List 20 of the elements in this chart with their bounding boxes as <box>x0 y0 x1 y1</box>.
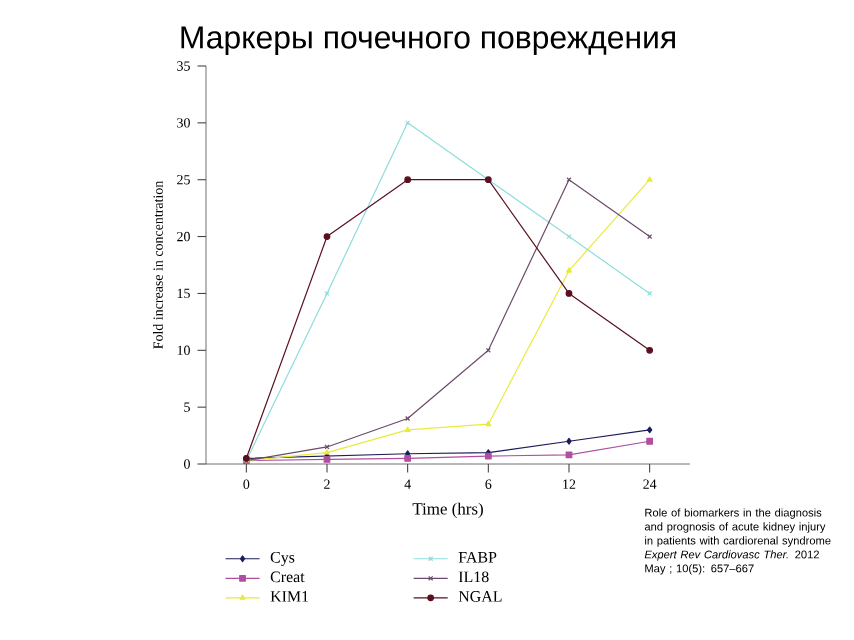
point <box>405 120 411 126</box>
point <box>565 267 573 273</box>
point <box>485 420 492 427</box>
point <box>323 233 331 240</box>
point <box>566 177 572 183</box>
point <box>646 346 654 354</box>
point <box>566 437 572 445</box>
point <box>646 426 653 434</box>
point <box>565 290 573 297</box>
point <box>646 437 654 445</box>
point <box>565 451 573 459</box>
x-axis-title: Time (hrs) <box>412 502 483 518</box>
point <box>646 176 653 182</box>
point <box>324 290 330 296</box>
chart-title: Маркеры почечного повреждения <box>181 26 675 55</box>
point <box>566 234 572 240</box>
point <box>405 415 411 422</box>
point <box>404 426 411 432</box>
point <box>404 176 412 184</box>
point <box>323 449 331 455</box>
